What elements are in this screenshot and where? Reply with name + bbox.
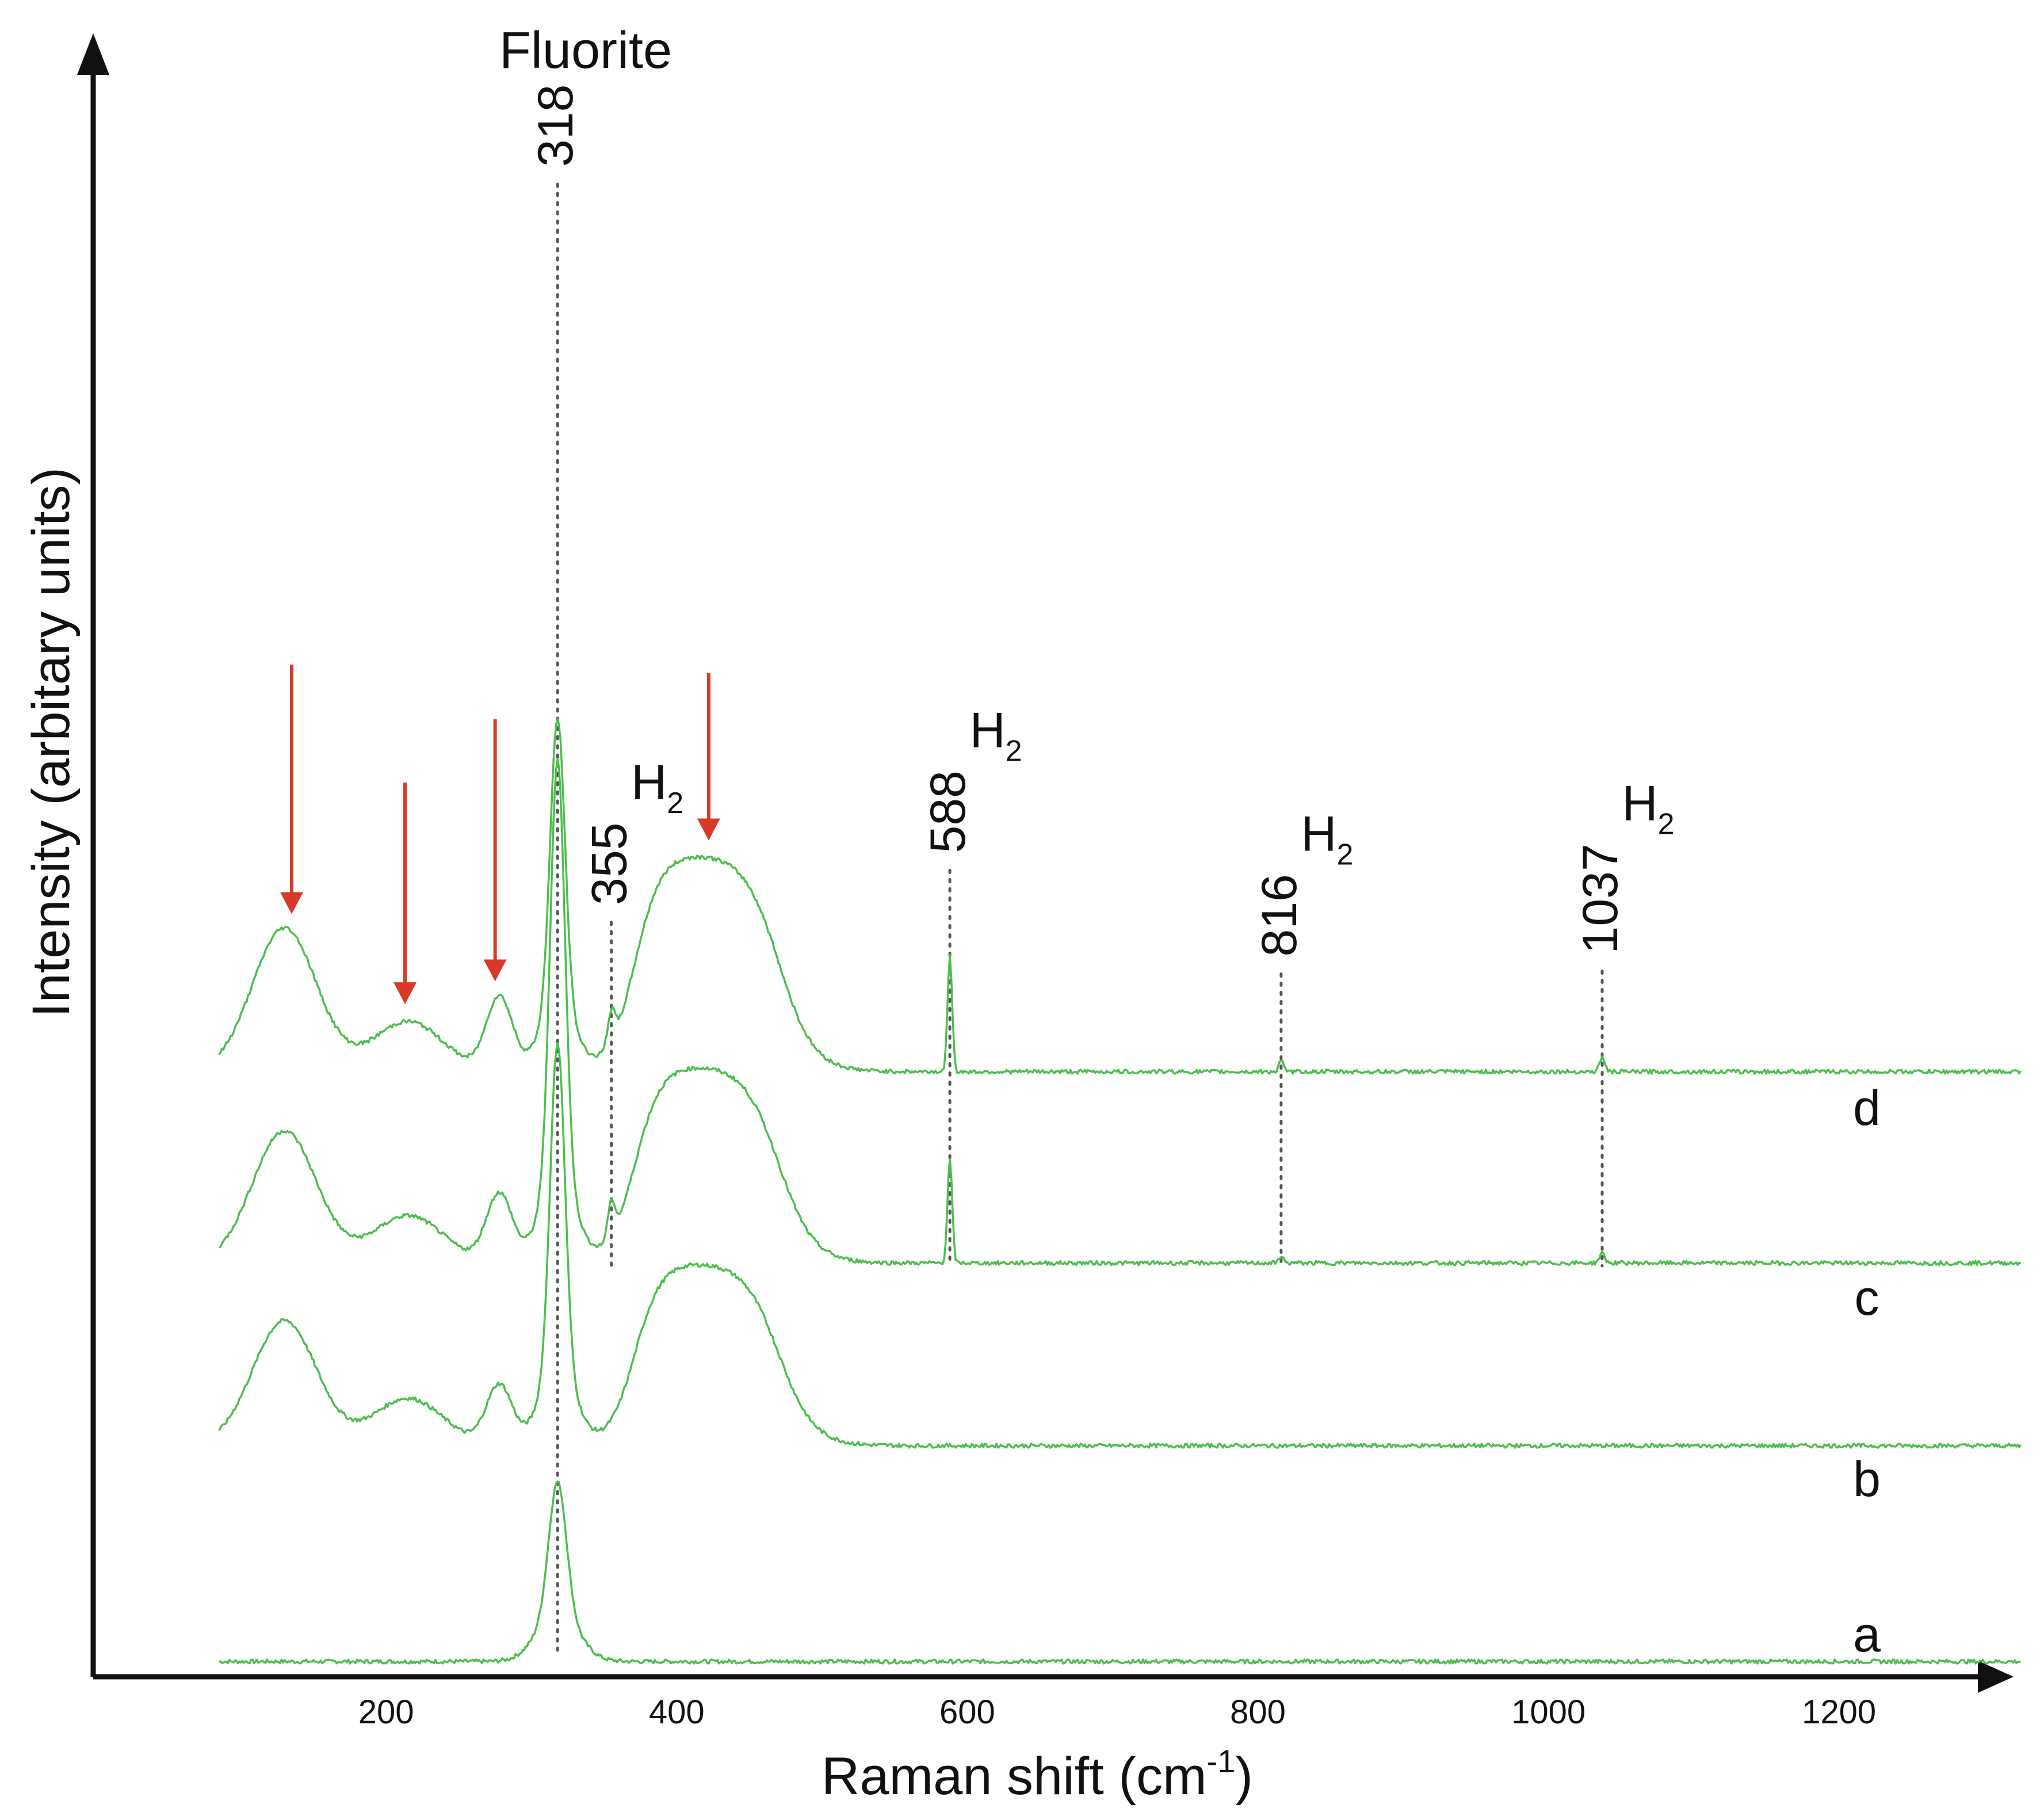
chart-labels: Fluorite Intensity (arbitary units) Rama… (22, 22, 1253, 1806)
series-label-a: a (1853, 1607, 1881, 1662)
peak-label: 588 (920, 770, 976, 853)
peak-label: 816 (1252, 874, 1307, 957)
series-line-c (219, 757, 2022, 1266)
x-tick-label: 1200 (1802, 1693, 1876, 1731)
peak-label: 318 (528, 85, 583, 167)
series-label-c: c (1855, 1271, 1879, 1326)
y-axis-title: Intensity (arbitary units) (22, 467, 81, 1017)
h2-species-label: H2 (970, 703, 1022, 768)
red-arrow-head (697, 818, 720, 841)
y-axis-arrowhead (77, 33, 109, 75)
fluorite-label: Fluorite (499, 22, 672, 79)
x-tick-label: 200 (358, 1693, 414, 1731)
h2-species-label: H2 (1301, 807, 1353, 872)
x-tick-label: 600 (939, 1693, 995, 1731)
red-arrow-head (280, 892, 304, 914)
peak-label: 355 (582, 822, 637, 905)
red-arrow-head (483, 959, 507, 982)
x-axis-title: Raman shift (cm-1) (822, 1743, 1253, 1806)
series-label-d: d (1853, 1081, 1881, 1136)
series-line-b (218, 1041, 2022, 1449)
spectra: a b c d (218, 718, 2022, 1665)
axes (77, 33, 2014, 1693)
x-axis-title-end: ) (1235, 1747, 1253, 1806)
x-tick-label: 1000 (1511, 1693, 1585, 1731)
x-axis-arrowhead (1978, 1661, 2014, 1693)
x-axis-title-main: Raman shift (cm (822, 1747, 1207, 1806)
h2-species-label: H2 (631, 755, 683, 820)
h2-species-label: H2 (1622, 776, 1675, 841)
red-arrow-head (393, 982, 417, 1005)
series-label-b: b (1853, 1452, 1881, 1507)
x-tick-label: 800 (1230, 1693, 1286, 1731)
series-line-a (219, 1480, 2021, 1665)
peak-label: 1037 (1573, 844, 1628, 953)
x-axis-title-sup: -1 (1207, 1743, 1236, 1779)
series-line-d (218, 718, 2022, 1075)
x-tick-label: 400 (649, 1693, 705, 1731)
x-tick-labels: 200 400 600 800 1000 1200 (358, 1693, 1876, 1731)
red-arrows (280, 665, 720, 1005)
